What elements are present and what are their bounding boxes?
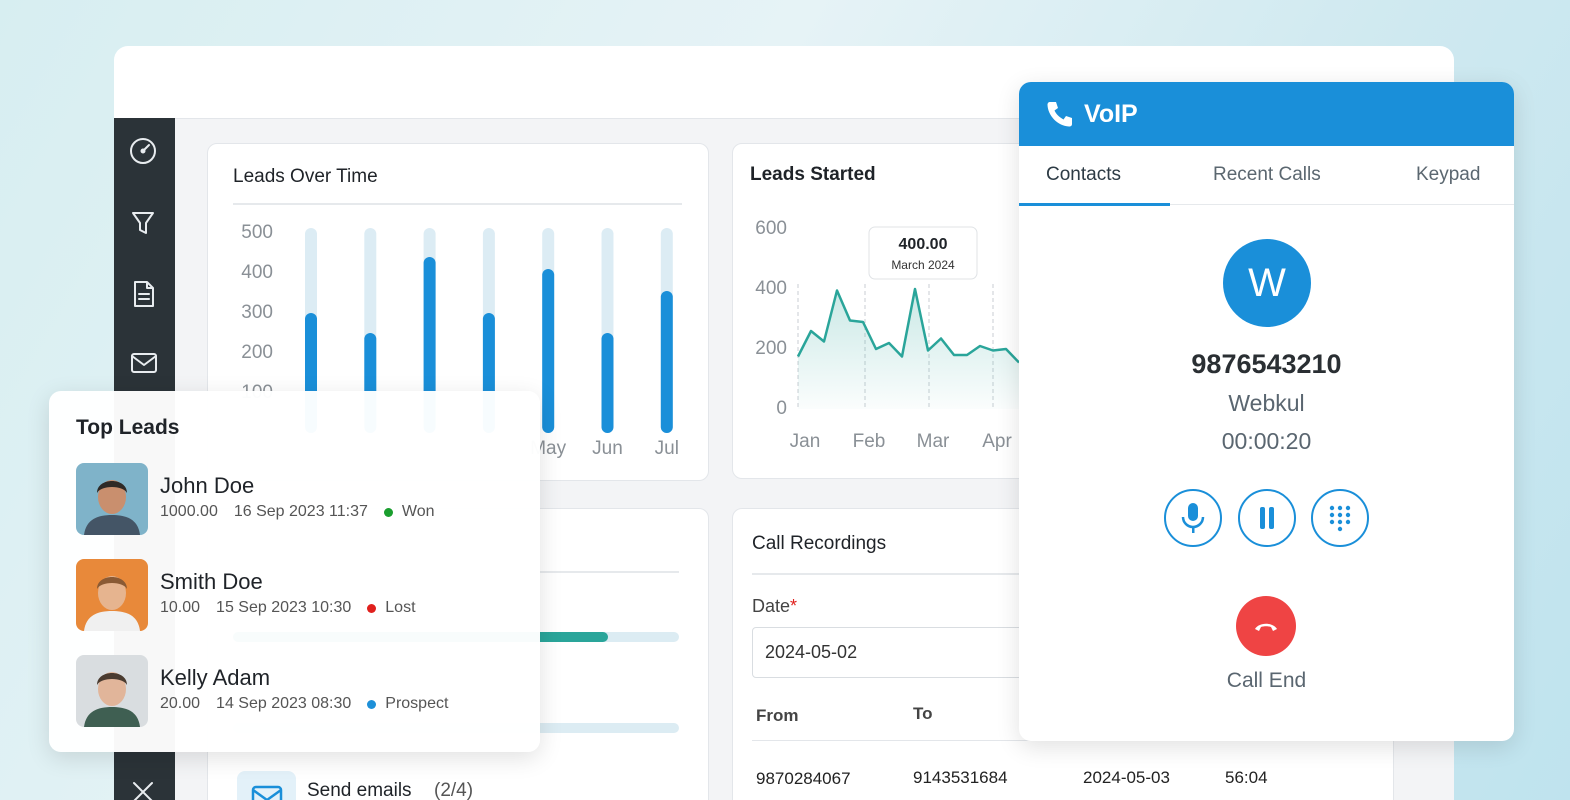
status-dot [367,699,377,709]
x-tick-label: Jan [790,431,821,452]
line-chart: 0 200 400 600 Jan Feb Mar Apr 400.00 March 2024 [755,218,1020,452]
call-timer: 00:00:20 [1221,428,1312,454]
tooltip-box [868,226,978,280]
line [796,287,1020,364]
lead-date: 15 Sep 2023 10:30 [216,599,352,616]
contact-avatar: W [1223,239,1311,327]
panel-title: Top Leads [76,416,180,439]
tab[interactable]: Keypad [1416,164,1481,185]
bar [542,269,555,433]
mute-button[interactable] [1164,489,1222,547]
x-tick-label: Feb [853,431,886,452]
bar [423,257,436,433]
contact-name: Webkul [1228,390,1305,416]
end-call-button[interactable] [1235,595,1297,657]
tooltip-date: March 2024 [891,258,955,272]
y-tick-label: 0 [776,398,787,419]
mail-icon[interactable] [131,353,157,373]
avatar-figure [84,576,140,631]
status-label: Prospect [385,695,449,712]
lead-name: Smith Doe [160,569,263,594]
lead-avatar [76,559,148,631]
lead-amount: 10.00 [160,599,201,616]
field-label-text: Date [752,596,791,616]
card-title: Leads Started [750,164,876,185]
status-dot [383,507,393,517]
lead-name: John Doe [160,473,255,498]
status-dot [367,603,377,613]
y-tick-label: 200 [241,342,273,363]
task-count: (2/4) [434,780,474,800]
x-tick-label: Mar [917,431,950,452]
y-tick-label: 600 [755,218,787,239]
required-mark: * [790,596,798,616]
y-tick-label: 400 [755,278,787,299]
card-title: Call Recordings [752,533,887,554]
lead-date: 16 Sep 2023 11:37 [233,503,368,520]
lead-avatar [76,463,148,535]
cell: 9870284067 [756,769,851,788]
tab-active[interactable]: Contacts [1046,164,1121,185]
area [798,289,1019,409]
x-tick-label: Jul [655,438,679,459]
tab[interactable]: Recent Calls [1213,164,1321,185]
call-controls [1164,489,1369,547]
avatar-figure [84,480,140,535]
tooltip-value: 400.00 [899,236,948,253]
tab-indicator [1019,203,1170,206]
divider [233,203,682,205]
y-tick-label: 300 [241,302,273,323]
bar [601,333,614,433]
x-tick-label: Jun [592,438,623,459]
lead-amount: 1000.00 [160,503,218,520]
bar [660,291,673,433]
lead-name: Kelly Adam [160,665,271,690]
cell: 9143531684 [913,768,1008,787]
cell: 56:04 [1225,768,1268,787]
status-label: Won [401,503,435,520]
keypad-button[interactable] [1311,489,1369,547]
cell: 2024-05-03 [1083,768,1170,787]
hold-button[interactable] [1238,489,1296,547]
lead-status: Prospect [367,695,448,713]
tools-icon[interactable] [133,782,153,800]
lead-amount: 20.00 [160,695,201,712]
sidebar-icons [130,138,157,800]
mail-icon [251,785,283,800]
voip-panel: VoIP Contacts Recent Calls Keypad W 9876… [1019,82,1514,741]
field-label: Date* [752,597,797,615]
phone-icon [1047,102,1072,127]
lead-avatar [76,655,148,727]
avatar-figure [84,672,140,727]
lead-details: 20.00 14 Sep 2023 08:30 Prospect [160,695,448,713]
voip-header: VoIP [1019,82,1514,146]
x-tick-label: Apr [982,431,1012,452]
phone-number: 9876543210 [1191,349,1342,379]
dashboard-icon[interactable] [130,138,156,164]
tabs-divider [1019,204,1514,205]
lead-details: 1000.00 16 Sep 2023 11:37 Won [160,503,435,521]
end-call-label: Call End [1226,669,1307,692]
filter-icon[interactable] [132,212,154,234]
card-title: Leads Over Time [233,166,378,187]
voip-title: VoIP [1084,100,1138,128]
lead-date: 14 Sep 2023 08:30 [216,695,352,712]
y-tick-label: 500 [241,222,273,243]
column-header: To [913,704,933,723]
top-leads-panel: Top Leads John Doe 1000.00 16 Sep 2023 11:… [49,391,540,752]
status-label: Lost [385,599,416,616]
document-icon[interactable] [134,281,154,307]
date-value: 2024-05-02 [765,642,858,662]
y-tick-label: 200 [755,338,787,359]
mail-icon-box [237,771,296,800]
y-tick-label: 400 [241,262,273,283]
lead-details: 10.00 15 Sep 2023 10:30 Lost [160,599,416,617]
column-header: From [756,706,799,725]
task-label: Send emails [307,780,412,800]
lead-status: Lost [367,599,416,617]
lead-status: Won [383,503,435,521]
